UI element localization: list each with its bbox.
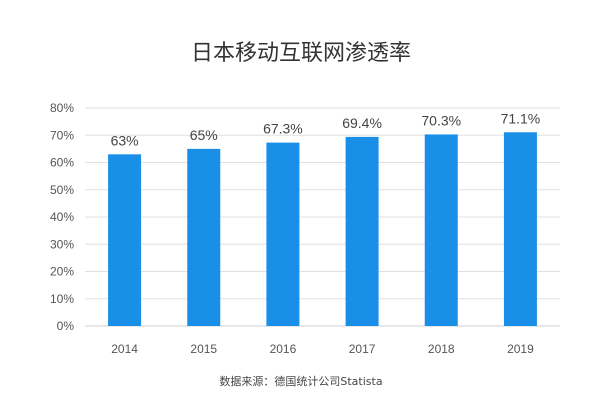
data-label-2015: 65% [190, 127, 218, 143]
y-tick-label: 70% [50, 128, 74, 142]
y-tick-label: 50% [50, 183, 74, 197]
data-label-2016: 67.3% [263, 121, 303, 137]
bar-2019 [503, 132, 537, 326]
y-axis-ticks: 0% 10% 20% 30% 40% 50% 60% 70% 80% [50, 101, 74, 333]
bar-2015 [187, 148, 221, 326]
bar-2016 [266, 142, 300, 326]
source-note: 数据来源：德国统计公司Statista [219, 374, 382, 388]
bars [108, 132, 537, 326]
x-tick-label-2016: 2016 [270, 342, 297, 356]
bar-2014 [108, 154, 142, 326]
y-tick-label: 60% [50, 156, 74, 170]
data-labels: 63% 65% 67.3% 69.4% 70.3% 71.1% [111, 110, 541, 148]
y-tick-label: 80% [50, 101, 74, 115]
gridlines [85, 107, 560, 327]
x-tick-label-2018: 2018 [428, 342, 455, 356]
x-axis-ticks: 2014 2015 2016 2017 2018 2019 [111, 342, 534, 356]
x-tick-label-2015: 2015 [190, 342, 217, 356]
data-label-2018: 70.3% [421, 112, 461, 128]
y-tick-label: 30% [50, 237, 74, 251]
x-tick-label-2014: 2014 [111, 342, 138, 356]
data-label-2017: 69.4% [342, 115, 382, 131]
x-tick-label-2019: 2019 [507, 342, 534, 356]
data-label-2019: 71.1% [501, 110, 541, 126]
data-label-2014: 63% [111, 132, 139, 148]
x-tick-label-2017: 2017 [349, 342, 376, 356]
y-tick-label: 40% [50, 210, 74, 224]
y-tick-label: 20% [50, 265, 74, 279]
y-tick-label: 10% [50, 292, 74, 306]
bar-2017 [345, 136, 379, 326]
y-tick-label: 0% [57, 319, 75, 333]
bar-2018 [424, 134, 458, 326]
chart-title: 日本移动互联网渗透率 [191, 41, 411, 66]
